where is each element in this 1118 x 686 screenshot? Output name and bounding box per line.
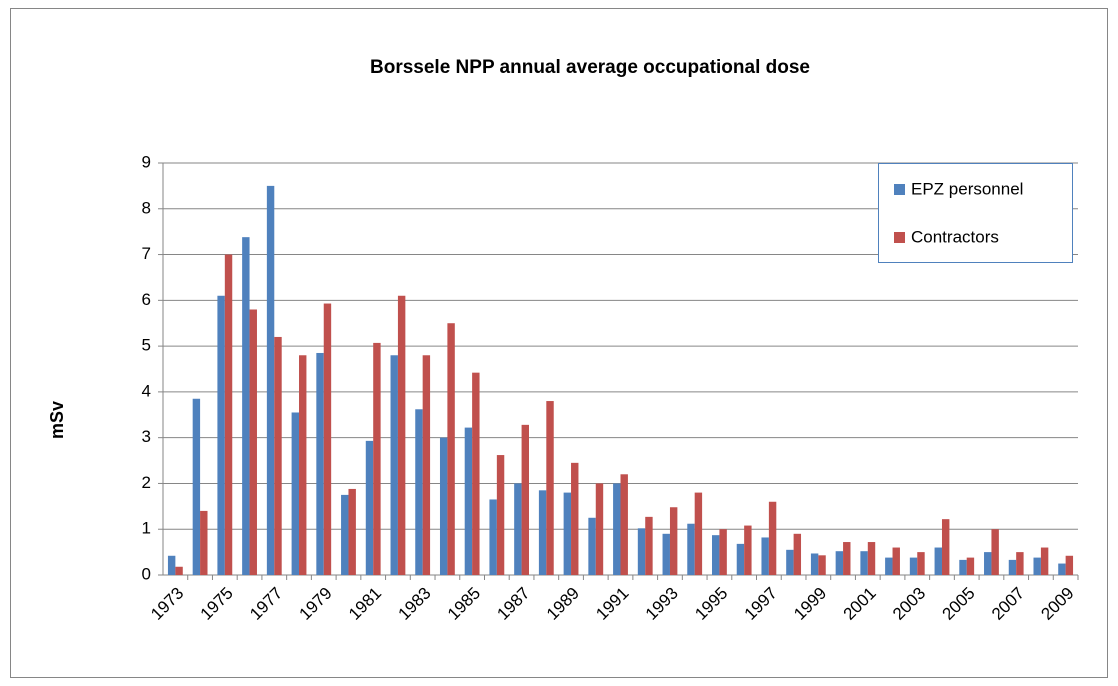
bar [934, 547, 942, 575]
bar [620, 474, 628, 575]
bar [546, 401, 554, 575]
bar [167, 555, 176, 575]
bar [341, 494, 349, 575]
y-tick-label: 1 [142, 519, 151, 538]
bar [571, 462, 579, 575]
y-tick-label: 5 [142, 336, 151, 355]
bar [1016, 552, 1024, 575]
bar [422, 355, 431, 575]
bar [397, 295, 406, 575]
bar [291, 412, 300, 575]
bar [645, 516, 653, 575]
bar [192, 398, 201, 575]
bar [719, 529, 727, 575]
bar [595, 483, 604, 575]
bar [818, 555, 826, 575]
bar [694, 492, 703, 575]
bar [687, 523, 695, 575]
legend-swatch [894, 232, 905, 243]
bar [439, 437, 448, 575]
y-tick-label: 9 [142, 152, 151, 171]
bar [744, 525, 752, 575]
bar [224, 254, 233, 576]
bar [299, 355, 307, 575]
bar [1008, 559, 1017, 575]
y-tick-label: 6 [142, 290, 151, 309]
bar [761, 537, 769, 575]
bar [917, 552, 925, 575]
bar [447, 323, 455, 575]
bar [885, 557, 893, 575]
bar [274, 336, 282, 575]
bar [316, 352, 324, 575]
legend-box [878, 163, 1073, 263]
bar [892, 547, 900, 575]
bar [662, 533, 670, 575]
y-tick-label: 4 [142, 381, 151, 400]
bar [200, 510, 208, 575]
bar [786, 549, 794, 575]
bar [1065, 555, 1074, 575]
bar [966, 557, 975, 575]
bar [373, 342, 381, 575]
bar [1040, 547, 1049, 575]
bar [323, 303, 332, 575]
bar [1058, 563, 1066, 575]
bar [489, 499, 497, 575]
bar [514, 483, 522, 575]
bar [472, 372, 480, 575]
bar [991, 529, 999, 575]
bar [835, 551, 844, 575]
bar [736, 543, 745, 575]
y-tick-label: 0 [142, 564, 151, 583]
legend-label: EPZ personnel [911, 179, 1023, 198]
bar [415, 409, 423, 575]
y-tick-label: 8 [142, 198, 151, 217]
bar [843, 542, 851, 575]
bar [637, 528, 646, 575]
bar [365, 440, 374, 575]
bar [242, 237, 250, 575]
bar [496, 455, 505, 575]
bar [959, 559, 967, 575]
bar [909, 557, 918, 575]
bar [348, 488, 356, 575]
bar [669, 507, 678, 575]
bar [464, 427, 473, 575]
y-tick-label: 7 [142, 244, 151, 263]
bar [768, 501, 777, 575]
bar [1033, 557, 1041, 575]
bar [984, 552, 992, 575]
bar [613, 483, 621, 575]
bar [793, 533, 802, 575]
chart-title: Borssele NPP annual average occupational… [370, 57, 810, 78]
bar [941, 519, 950, 575]
bar [538, 490, 547, 575]
bar [810, 553, 819, 575]
bar [521, 424, 529, 575]
bar [712, 535, 720, 575]
y-axis-label: mSv [47, 401, 67, 439]
bar [867, 542, 876, 575]
bar [588, 517, 596, 575]
bar [175, 566, 183, 575]
legend-swatch [894, 184, 905, 195]
y-tick-label: 2 [142, 473, 151, 492]
y-tick-label: 3 [142, 427, 151, 446]
bar [266, 185, 275, 575]
bar [217, 295, 225, 575]
bar [249, 309, 257, 575]
bar [563, 492, 572, 575]
bar [860, 551, 868, 575]
legend-label: Contractors [911, 227, 999, 246]
bar [390, 355, 398, 575]
